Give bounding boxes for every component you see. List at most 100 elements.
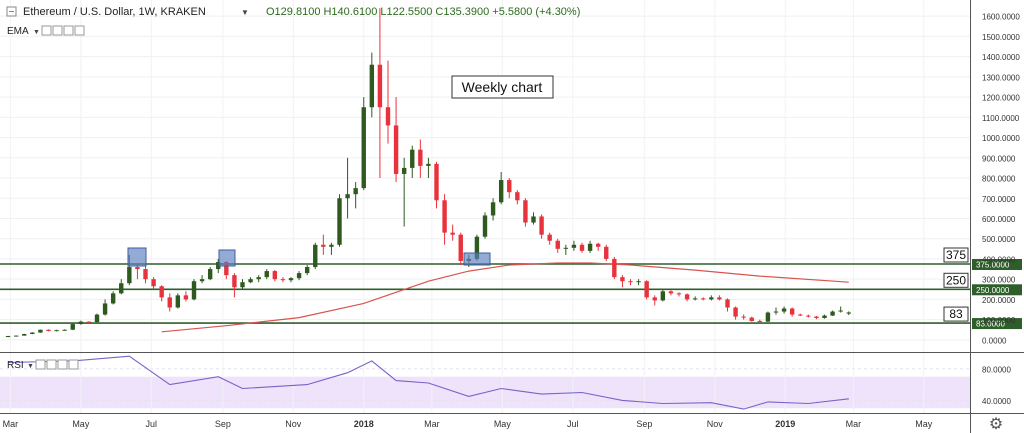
candle-up[interactable] xyxy=(256,275,261,283)
ema-label[interactable]: EMA xyxy=(7,26,29,37)
highlight-box[interactable] xyxy=(218,249,236,267)
candle-down[interactable] xyxy=(798,313,803,316)
candle-down[interactable] xyxy=(701,297,706,301)
candle-up[interactable] xyxy=(822,314,827,319)
candle-up[interactable] xyxy=(563,244,569,255)
candle-up[interactable] xyxy=(216,258,221,274)
highlight-box[interactable] xyxy=(127,247,147,267)
candle-down[interactable] xyxy=(507,178,512,199)
candle-up[interactable] xyxy=(78,320,84,325)
candle-down[interactable] xyxy=(450,224,455,241)
candle-down[interactable] xyxy=(377,8,383,179)
annotation-box[interactable] xyxy=(451,75,554,99)
candle-down[interactable] xyxy=(604,244,609,261)
candle-down[interactable] xyxy=(385,60,391,144)
candle-up[interactable] xyxy=(361,97,366,191)
candle-down[interactable] xyxy=(749,316,754,322)
candle-up[interactable] xyxy=(401,157,407,227)
candle-down[interactable] xyxy=(741,314,746,320)
chevron-down-icon[interactable]: ▼ xyxy=(33,29,40,36)
candle-up[interactable] xyxy=(102,299,108,316)
candle-down[interactable] xyxy=(321,234,326,255)
candle-up[interactable] xyxy=(337,194,342,247)
candle-down[interactable] xyxy=(183,291,189,302)
more-icon[interactable] xyxy=(68,359,79,370)
candle-up[interactable] xyxy=(175,293,181,309)
candle-down[interactable] xyxy=(539,214,544,239)
candle-up[interactable] xyxy=(62,329,67,331)
candle-down[interactable] xyxy=(684,293,690,302)
candle-down[interactable] xyxy=(151,277,156,290)
candle-down[interactable] xyxy=(595,242,601,251)
rsi-label[interactable]: RSI xyxy=(7,360,24,371)
candle-down[interactable] xyxy=(789,307,795,317)
candle-up[interactable] xyxy=(288,277,294,283)
candle-up[interactable] xyxy=(54,329,59,332)
candle-up[interactable] xyxy=(410,145,415,179)
candle-down[interactable] xyxy=(418,139,423,179)
candle-down[interactable] xyxy=(232,273,237,298)
candle-up[interactable] xyxy=(345,157,350,219)
candle-up[interactable] xyxy=(199,275,205,284)
candle-up[interactable] xyxy=(119,279,124,295)
candle-down[interactable] xyxy=(515,190,520,205)
candle-up[interactable] xyxy=(191,279,197,301)
gear-icon[interactable]: ⚙ xyxy=(989,416,1003,433)
candle-up[interactable] xyxy=(482,212,488,239)
candle-up[interactable] xyxy=(30,332,35,335)
candle-down[interactable] xyxy=(628,279,633,286)
ema-line[interactable] xyxy=(161,262,849,333)
candle-up[interactable] xyxy=(207,267,213,281)
candle-down[interactable] xyxy=(458,232,463,266)
candle-up[interactable] xyxy=(22,333,27,336)
candle-up[interactable] xyxy=(426,157,431,179)
candle-up[interactable] xyxy=(846,311,851,316)
candle-up[interactable] xyxy=(248,277,253,284)
candle-up[interactable] xyxy=(5,335,11,338)
candle-down[interactable] xyxy=(733,306,738,320)
candle-down[interactable] xyxy=(717,295,722,301)
candle-down[interactable] xyxy=(612,256,617,280)
chevron-down-icon[interactable]: ▼ xyxy=(241,8,249,17)
candle-up[interactable] xyxy=(304,265,310,276)
eye-icon[interactable] xyxy=(35,359,46,370)
candle-up[interactable] xyxy=(830,310,835,316)
settings-icon[interactable] xyxy=(52,25,63,36)
candle-up[interactable] xyxy=(709,295,714,301)
candle-up[interactable] xyxy=(329,242,334,255)
remove-icon[interactable] xyxy=(63,25,74,36)
candle-down[interactable] xyxy=(272,270,278,282)
candle-down[interactable] xyxy=(86,321,92,324)
candle-down[interactable] xyxy=(159,285,164,302)
candle-down[interactable] xyxy=(725,298,730,312)
candle-down[interactable] xyxy=(46,329,51,332)
candle-up[interactable] xyxy=(490,198,496,221)
candle-down[interactable] xyxy=(555,238,560,253)
candle-down[interactable] xyxy=(644,280,649,300)
candle-down[interactable] xyxy=(676,292,682,297)
more-icon[interactable] xyxy=(74,25,85,36)
candle-up[interactable] xyxy=(531,212,536,225)
candle-down[interactable] xyxy=(668,290,674,296)
candle-up[interactable] xyxy=(571,240,577,251)
chevron-down-icon[interactable]: ▼ xyxy=(27,363,34,370)
candle-down[interactable] xyxy=(442,194,447,245)
candle-up[interactable] xyxy=(94,313,100,323)
settings-icon[interactable] xyxy=(46,359,57,370)
candle-up[interactable] xyxy=(498,171,504,205)
candle-up[interactable] xyxy=(313,242,318,270)
candle-up[interactable] xyxy=(765,311,771,323)
candle-down[interactable] xyxy=(620,275,625,288)
highlight-box[interactable] xyxy=(463,252,491,266)
candle-up[interactable] xyxy=(110,291,116,305)
candle-down[interactable] xyxy=(393,97,399,183)
candle-up[interactable] xyxy=(692,296,698,301)
candle-up[interactable] xyxy=(38,329,43,333)
candle-up[interactable] xyxy=(353,182,358,209)
candle-down[interactable] xyxy=(547,232,552,245)
remove-icon[interactable] xyxy=(57,359,68,370)
candle-down[interactable] xyxy=(814,315,819,320)
candle-up[interactable] xyxy=(838,306,843,313)
rsi-line[interactable] xyxy=(8,355,849,410)
candle-up[interactable] xyxy=(660,289,666,302)
